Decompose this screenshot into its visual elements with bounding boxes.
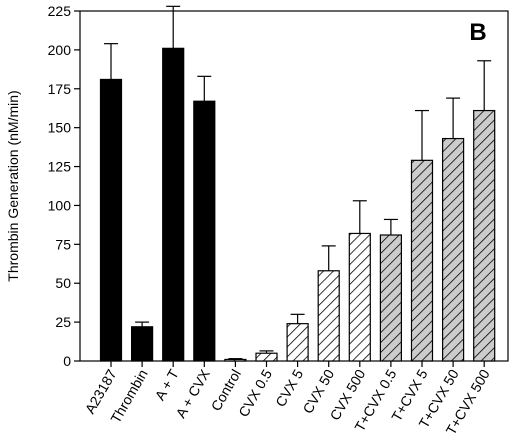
y-tick-label: 100: [48, 197, 72, 213]
y-tick-label: 25: [55, 314, 71, 330]
bar: [379, 234, 402, 362]
y-tick-label: 125: [48, 159, 72, 175]
bar: [348, 232, 371, 362]
y-tick-label: 225: [48, 3, 72, 19]
panel-label: B: [469, 19, 486, 46]
y-tick-label: 175: [48, 81, 72, 97]
y-tick-label: 150: [48, 120, 72, 136]
bar: [131, 326, 154, 362]
y-axis: 0 25 50 75 100 125 150 175 200 225: [48, 3, 80, 369]
bar: [162, 47, 185, 362]
y-tick-label: 200: [48, 42, 72, 58]
bar: [442, 137, 465, 362]
bar: [410, 159, 434, 362]
bar: [99, 78, 123, 362]
bars-group: [99, 5, 496, 362]
bar: [193, 100, 216, 362]
y-axis-title: Thrombin Generation (nM/min): [5, 90, 21, 281]
y-tick-label: 50: [55, 275, 71, 291]
bar: [286, 323, 309, 362]
bar: [317, 270, 340, 362]
bar: [224, 358, 247, 362]
y-tick-label: 0: [63, 353, 71, 369]
y-tick-label: 75: [55, 236, 71, 252]
bar: [255, 352, 278, 362]
bar: [473, 109, 496, 362]
x-tick-label: A + T: [152, 366, 182, 403]
x-tick-label: CVX 5: [272, 366, 306, 409]
